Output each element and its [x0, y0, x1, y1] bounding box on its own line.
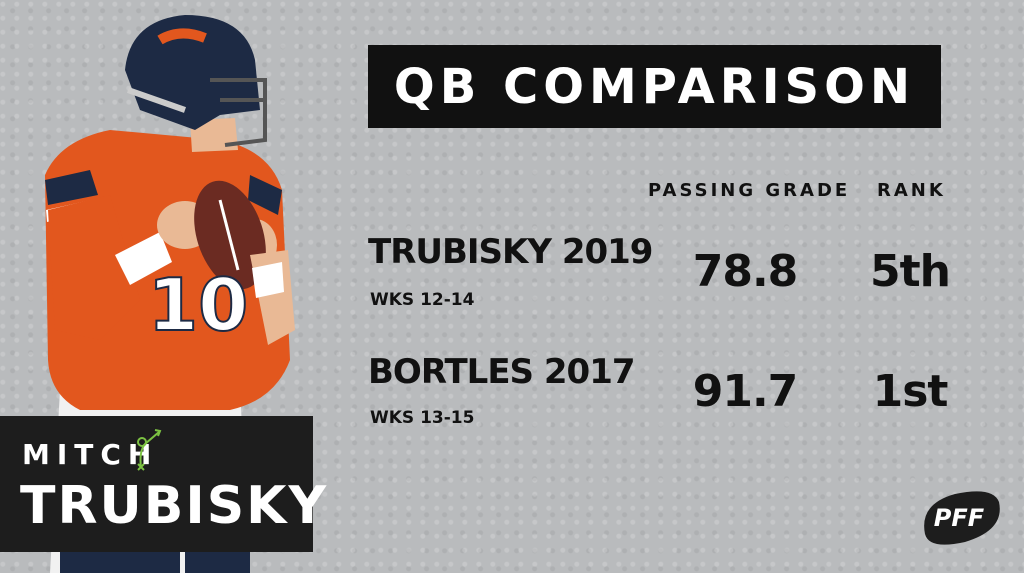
play-diagram-icon	[137, 429, 162, 471]
qb-weeks-row-2: WKS 13-15	[370, 408, 475, 428]
player-last-name: TRUBISKY	[20, 476, 329, 536]
title-banner: QB COMPARISON	[368, 45, 941, 128]
grade-row-2: 91.7	[692, 366, 799, 417]
grade-row-1: 78.8	[692, 246, 799, 297]
pff-logo: PFF	[924, 491, 1000, 545]
player-first-name: MITCH	[22, 438, 159, 471]
pff-logo-text: PFF	[934, 504, 985, 532]
player-name-plate: MITCH TRUBISKY	[0, 416, 326, 552]
qb-name-row-2: BORTLES 2017	[368, 352, 636, 392]
passing-grade-header: PASSING GRADE	[648, 180, 851, 201]
rank-row-1: 5th	[870, 246, 951, 297]
qb-weeks-row-1: WKS 12-14	[370, 290, 475, 310]
page-title: QB COMPARISON	[393, 58, 916, 115]
rank-row-2: 1st	[872, 366, 949, 417]
jersey-number: 10	[148, 263, 248, 347]
qb-name-row-1: TRUBISKY 2019	[368, 232, 653, 272]
rank-header: RANK	[877, 180, 946, 201]
